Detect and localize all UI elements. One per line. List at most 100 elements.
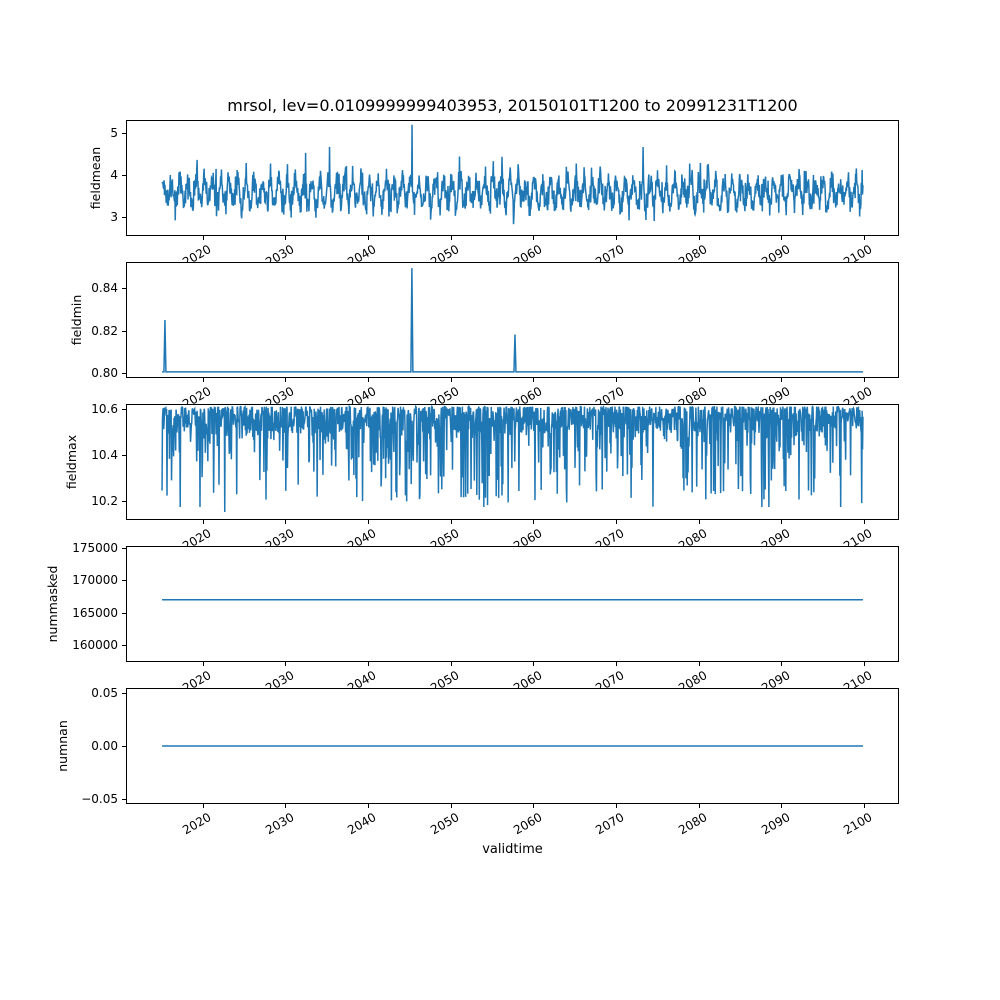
x-tick-mark <box>615 378 617 382</box>
y-tick-mark <box>122 217 126 218</box>
x-tick-mark <box>285 378 287 382</box>
x-tick-mark <box>367 378 369 382</box>
x-tick-mark <box>202 378 204 382</box>
x-tick-mark <box>533 378 535 382</box>
y-tick-label: 10.6 <box>91 402 118 417</box>
x-tick-mark <box>615 236 617 240</box>
y-tick-mark <box>122 644 126 646</box>
axes-fieldmax <box>126 404 899 520</box>
x-tick-mark <box>863 378 865 382</box>
y-tick-label: 170000 <box>72 573 118 588</box>
x-tick-mark <box>615 662 617 666</box>
x-tick-mark <box>533 804 535 808</box>
y-tick-mark <box>122 330 126 332</box>
y-tick-label: 0.00 <box>91 739 118 753</box>
x-tick-mark <box>615 520 617 524</box>
nummasked-line-plot <box>162 599 863 601</box>
x-tick-mark <box>202 236 204 240</box>
y-tick-label: 0.80 <box>91 365 118 380</box>
x-tick-mark <box>781 236 783 240</box>
x-tick-mark <box>285 520 287 524</box>
x-tick-mark <box>202 520 204 524</box>
x-tick-mark <box>450 378 452 382</box>
x-tick-mark <box>450 804 452 808</box>
x-tick-mark <box>863 520 865 524</box>
y-tick-mark <box>122 746 126 747</box>
y-tick-mark <box>122 612 126 614</box>
axes-numnan <box>126 688 899 804</box>
x-tick-mark <box>450 236 452 240</box>
y-tick-mark <box>122 798 126 800</box>
y-tick-label: 0.82 <box>91 323 118 338</box>
numnan-line-plot <box>162 745 863 747</box>
x-tick-mark <box>367 662 369 666</box>
x-tick-mark <box>781 662 783 666</box>
y-tick-mark <box>122 372 126 374</box>
x-tick-mark <box>450 520 452 524</box>
y-tick-label: 0.84 <box>91 281 118 296</box>
y-tick-mark <box>122 455 126 456</box>
fieldmean-line-plot <box>161 124 864 225</box>
x-tick-mark <box>533 520 535 524</box>
y-tick-label: 3 <box>110 210 118 224</box>
x-tick-mark <box>781 804 783 808</box>
y-tick-label: 0.05 <box>91 686 118 701</box>
x-tick-label: 2080 <box>676 810 710 838</box>
x-tick-mark <box>698 378 700 382</box>
x-tick-mark <box>863 804 865 808</box>
y-tick-label: 10.4 <box>91 448 118 462</box>
y-tick-label: 160000 <box>72 637 118 652</box>
y-tick-label: 165000 <box>72 605 118 620</box>
x-tick-mark <box>698 520 700 524</box>
y-tick-mark <box>122 133 126 134</box>
x-tick-mark <box>698 662 700 666</box>
x-tick-mark <box>285 804 287 808</box>
axes-nummasked <box>126 546 899 662</box>
x-tick-mark <box>285 236 287 240</box>
y-tick-label: 4 <box>110 168 118 182</box>
x-tick-label: 2090 <box>758 810 793 838</box>
y-tick-mark <box>122 175 126 176</box>
x-tick-label: 2020 <box>180 810 214 838</box>
x-tick-mark <box>781 378 783 382</box>
x-tick-mark <box>698 236 700 240</box>
axes-fieldmean <box>126 120 899 236</box>
y-tick-mark <box>122 288 126 290</box>
x-tick-mark <box>202 662 204 666</box>
x-tick-label: 2050 <box>428 810 462 838</box>
x-tick-mark <box>781 520 783 524</box>
y-tick-mark <box>122 409 126 411</box>
x-tick-label: 2100 <box>841 810 875 838</box>
x-tick-mark <box>367 236 369 240</box>
y-tick-label: 5 <box>110 126 118 140</box>
y-tick-mark <box>122 693 126 695</box>
fieldmin-line-plot <box>162 268 863 373</box>
x-axis-label: validtime <box>482 842 543 857</box>
x-tick-label: 2040 <box>345 810 379 838</box>
x-tick-mark <box>533 662 535 666</box>
x-tick-mark <box>863 236 865 240</box>
axes-fieldmin <box>126 262 899 378</box>
x-tick-label: 2030 <box>262 810 297 838</box>
y-tick-mark <box>122 580 126 582</box>
x-tick-label: 2060 <box>510 810 545 838</box>
fieldmin-series <box>162 268 863 373</box>
y-tick-label: 175000 <box>72 541 118 555</box>
x-tick-mark <box>367 520 369 524</box>
x-tick-mark <box>533 236 535 240</box>
x-tick-mark <box>202 804 204 808</box>
fieldmax-line-plot <box>161 405 864 513</box>
fieldmax-series <box>161 405 864 513</box>
x-tick-mark <box>367 804 369 808</box>
y-tick-label: 10.2 <box>91 493 118 508</box>
y-tick-label: −0.05 <box>81 791 118 806</box>
y-tick-mark <box>122 500 126 502</box>
y-tick-mark <box>122 548 126 549</box>
x-tick-mark <box>863 662 865 666</box>
x-tick-mark <box>450 662 452 666</box>
fieldmean-series <box>161 124 864 225</box>
x-tick-label: 2070 <box>593 810 627 838</box>
x-tick-mark <box>615 804 617 808</box>
x-tick-mark <box>698 804 700 808</box>
